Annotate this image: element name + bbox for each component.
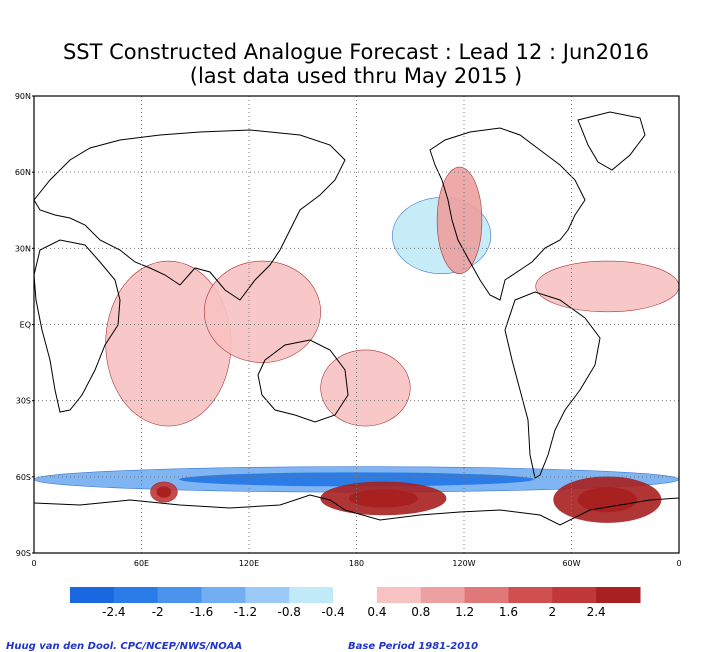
colorbar-swatch xyxy=(201,587,246,603)
colorbar-label: -2.4 xyxy=(102,605,126,619)
coastline-greenland xyxy=(577,111,646,171)
coastline-eurasia xyxy=(34,129,346,301)
colorbar-label: -2 xyxy=(151,605,164,619)
colorbar-swatch xyxy=(289,587,334,603)
colorbar-label: -1.6 xyxy=(189,605,214,619)
lon-tick-label: 120E xyxy=(239,559,259,568)
colorbar-swatch xyxy=(113,587,159,603)
colorbar xyxy=(70,587,641,603)
lat-tick-label: 30N xyxy=(15,244,31,253)
anomaly-region-5 xyxy=(320,349,411,427)
colorbar-swatch xyxy=(420,587,466,603)
colorbar-swatch xyxy=(333,587,378,603)
base-period-text: Base Period 1981-2010 xyxy=(348,641,479,652)
colorbar-swatch xyxy=(508,587,553,603)
lon-tick-label: 0 xyxy=(31,559,36,568)
anomaly-region-4 xyxy=(203,260,321,363)
colorbar-swatch xyxy=(464,587,509,603)
colorbar-label: -0.4 xyxy=(321,605,345,619)
anomaly-core-9 xyxy=(156,486,172,498)
chart-subtitle: (last data used thru May 2015 ) xyxy=(189,64,523,88)
colorbar-swatch xyxy=(245,587,290,603)
grid-lines xyxy=(34,96,679,553)
colorbar-label: 0.8 xyxy=(411,605,431,619)
lat-tick-label: 30S xyxy=(16,397,31,406)
lat-tick-label: 60N xyxy=(15,168,31,177)
coastline-africa xyxy=(34,239,121,413)
colorbar-label: 0.4 xyxy=(367,605,387,619)
colorbar-label: 1.6 xyxy=(498,605,518,619)
anomaly-core-8 xyxy=(577,487,637,513)
colorbar-swatch xyxy=(596,587,641,603)
chart-title: SST Constructed Analogue Forecast : Lead… xyxy=(62,40,650,64)
colorbar-label: 1.2 xyxy=(455,605,475,619)
colorbar-label: 2 xyxy=(548,605,557,619)
colorbar-swatch xyxy=(376,587,422,603)
lon-tick-label: 60W xyxy=(562,559,580,568)
lon-tick-label: 120W xyxy=(452,559,475,568)
coastline-south-america xyxy=(504,291,601,479)
lon-tick-label: 60E xyxy=(134,559,149,568)
colorbar-label: -0.8 xyxy=(277,605,301,619)
colorbar-swatch xyxy=(70,587,115,603)
coastline-layer xyxy=(34,111,679,526)
anomaly-region-2 xyxy=(535,260,679,313)
lon-tick-label: 180 xyxy=(349,559,364,568)
credit-text: Huug van den Dool. CPC/NCEP/NWS/NOAA xyxy=(6,641,243,652)
colorbar-label: 2.4 xyxy=(586,605,606,619)
coastline-antarctica xyxy=(34,494,679,526)
coastline-north-america xyxy=(429,127,586,301)
lat-tick-label: 90S xyxy=(16,549,31,558)
lon-tick-label: 0 xyxy=(676,559,681,568)
lat-tick-label: 60S xyxy=(16,473,31,482)
anomaly-core-7 xyxy=(348,489,418,508)
colorbar-label: -1.2 xyxy=(233,605,258,619)
colorbar-swatch xyxy=(157,587,203,603)
lat-tick-label: 90N xyxy=(15,92,31,101)
coastline-australia xyxy=(257,339,349,423)
anomaly-region-1 xyxy=(436,166,483,275)
anomaly-layer xyxy=(34,166,679,523)
anomaly-core-6 xyxy=(179,472,534,487)
colorbar-swatch xyxy=(552,587,597,603)
lat-tick-label: EQ xyxy=(20,321,31,330)
